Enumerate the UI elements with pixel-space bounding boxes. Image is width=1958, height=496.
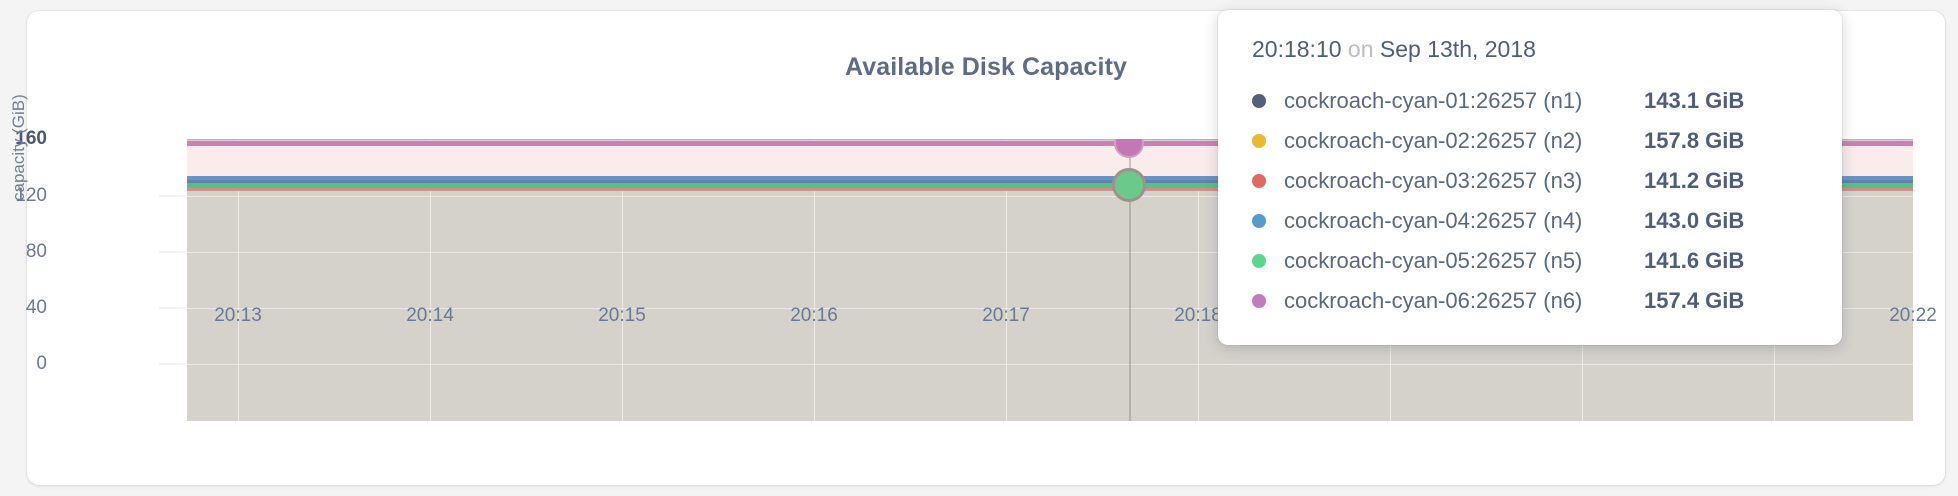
list-item: cockroach-cyan-04:26257 (n4) 143.0 GiB — [1252, 201, 1808, 241]
list-item: cockroach-cyan-03:26257 (n3) 141.2 GiB — [1252, 161, 1808, 201]
grid-line-vertical — [1006, 139, 1007, 421]
list-item: cockroach-cyan-01:26257 (n1) 143.1 GiB — [1252, 81, 1808, 121]
series-value: 141.2 GiB — [1644, 168, 1745, 193]
hover-crosshair — [1129, 139, 1131, 421]
list-item: cockroach-cyan-05:26257 (n5) 141.6 GiB — [1252, 241, 1808, 281]
series-dot-icon — [1252, 294, 1266, 308]
y-tick-dash — [159, 195, 185, 197]
grid-line-horizontal — [187, 252, 1913, 253]
grid-line-vertical — [814, 139, 815, 421]
grid-line-vertical — [622, 139, 623, 421]
series-dot-icon — [1252, 254, 1266, 268]
series-name: cockroach-cyan-04:26257 (n4) — [1284, 208, 1583, 233]
series-value: 143.1 GiB — [1644, 88, 1745, 113]
series-value: 157.4 GiB — [1644, 288, 1745, 313]
series-line-n4 — [187, 176, 1913, 180]
tooltip-date: Sep 13th, 2018 — [1379, 36, 1536, 62]
y-axis-label: capacity (GiB) — [9, 94, 28, 201]
grid-line-horizontal — [187, 308, 1913, 309]
series-line-n5 — [187, 183, 1913, 188]
series-line-n1 — [187, 180, 1913, 183]
series-dot-icon — [1252, 174, 1266, 188]
x-tick-label: 20:15 — [598, 305, 646, 326]
grid-line-vertical — [238, 139, 239, 421]
x-tick-label: 20:14 — [406, 305, 454, 326]
y-tick-dash — [159, 251, 185, 253]
x-tick-label: 20:18 — [1174, 305, 1222, 326]
grid-line-vertical — [1198, 139, 1199, 421]
series-dot-icon — [1252, 134, 1266, 148]
grid-line-horizontal — [187, 364, 1913, 365]
y-tick-label: 0 — [36, 353, 47, 374]
x-tick-label: 20:16 — [790, 305, 838, 326]
series-dot-icon — [1252, 94, 1266, 108]
chart-tooltip: 20:18:10 on Sep 13th, 2018 cockroach-cya… — [1218, 10, 1842, 345]
series-dot-icon — [1252, 214, 1266, 228]
grid-line-horizontal — [187, 196, 1913, 197]
y-tick-dash — [159, 307, 185, 309]
series-name: cockroach-cyan-02:26257 (n2) — [1284, 128, 1583, 153]
x-tick-label: 20:17 — [982, 305, 1030, 326]
page-title: Available Disk Capacity — [844, 53, 1128, 81]
tooltip-series-list: cockroach-cyan-01:26257 (n1) 143.1 GiB c… — [1252, 81, 1808, 321]
series-name: cockroach-cyan-03:26257 (n3) — [1284, 168, 1583, 193]
y-tick-label: 160 — [15, 128, 47, 149]
hover-marker-n5 — [1112, 168, 1146, 202]
x-tick-label: 20:13 — [214, 305, 262, 326]
x-tick-label: 20:22 — [1889, 305, 1937, 326]
grid-line-vertical — [430, 139, 431, 421]
y-tick-label: 80 — [25, 241, 47, 262]
list-item: cockroach-cyan-02:26257 (n2) 157.8 GiB — [1252, 121, 1808, 161]
series-value: 143.0 GiB — [1644, 208, 1745, 233]
series-line-n2 — [187, 139, 1913, 140]
series-line-n6 — [187, 141, 1913, 146]
series-value: 157.8 GiB — [1644, 128, 1745, 153]
series-line-n3 — [187, 188, 1913, 191]
tooltip-time: 20:18:10 — [1252, 36, 1342, 62]
series-name: cockroach-cyan-05:26257 (n5) — [1284, 248, 1583, 273]
tooltip-on-word: on — [1347, 36, 1374, 62]
series-name: cockroach-cyan-06:26257 (n6) — [1284, 288, 1583, 313]
series-name: cockroach-cyan-01:26257 (n1) — [1284, 88, 1583, 113]
tooltip-timestamp: 20:18:10 on Sep 13th, 2018 — [1252, 36, 1808, 63]
series-value: 141.6 GiB — [1644, 248, 1745, 273]
y-tick-dash — [159, 363, 185, 365]
list-item: cockroach-cyan-06:26257 (n6) 157.4 GiB — [1252, 281, 1808, 321]
y-tick-label: 40 — [25, 297, 47, 318]
y-tick-label: 120 — [15, 185, 47, 206]
